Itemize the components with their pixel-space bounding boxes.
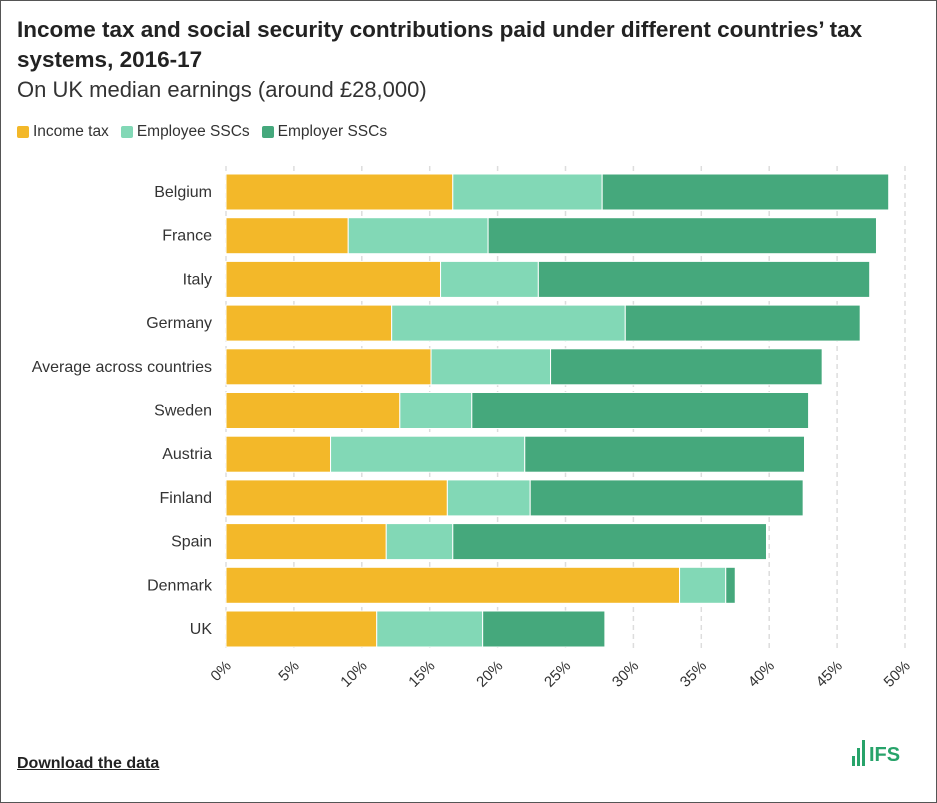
category-label-uk: UK: [190, 621, 213, 638]
category-label-finland: Finland: [160, 490, 212, 507]
legend-label-income-tax: Income tax: [33, 123, 109, 140]
category-label-belgium: Belgium: [154, 184, 212, 201]
legend-item-income-tax[interactable]: Income tax: [17, 123, 109, 141]
bar-germany-income-tax[interactable]: [225, 304, 393, 342]
bar-belgium-employer-sscs[interactable]: [601, 173, 890, 211]
bar-spain-income-tax[interactable]: [225, 523, 387, 561]
legend-item-employer-sscs[interactable]: Employer SSCs: [261, 123, 388, 141]
bar-denmark-employer-sscs[interactable]: [725, 566, 736, 604]
bar-spain-employee-sscs[interactable]: [385, 523, 454, 561]
bar-finland-income-tax[interactable]: [225, 479, 448, 517]
ifs-bar-logo-icon: [852, 738, 865, 766]
category-label-denmark: Denmark: [147, 577, 213, 594]
x-tick-label-40: 40%: [745, 658, 778, 691]
category-label-austria: Austria: [162, 446, 212, 463]
bar-sweden-employer-sscs[interactable]: [471, 392, 810, 429]
bar-germany-employer-sscs[interactable]: [624, 304, 861, 342]
x-tick-label-50: 50%: [881, 658, 914, 691]
category-label-germany: Germany: [146, 315, 212, 332]
x-tick-label-25: 25%: [541, 658, 574, 691]
bar-belgium-employee-sscs[interactable]: [452, 173, 603, 211]
bar-uk-employee-sscs[interactable]: [376, 610, 484, 648]
bar-uk-employer-sscs[interactable]: [482, 610, 606, 648]
x-tick-label-20: 20%: [473, 658, 506, 691]
bar-italy-employer-sscs[interactable]: [537, 260, 871, 298]
bar-finland-employer-sscs[interactable]: [529, 479, 804, 517]
category-label-average-across-countries: Average across countries: [32, 359, 212, 376]
bar-belgium-income-tax[interactable]: [225, 173, 454, 211]
x-tick-label-15: 15%: [405, 658, 438, 691]
bar-average-across-countries-employee-sscs[interactable]: [430, 348, 552, 386]
bar-austria-income-tax[interactable]: [225, 435, 332, 473]
bar-sweden-income-tax[interactable]: [225, 392, 401, 429]
bar-denmark-employee-sscs[interactable]: [679, 566, 727, 604]
category-label-spain: Spain: [171, 534, 212, 551]
legend-label-employer-sscs: Employer SSCs: [277, 123, 388, 140]
bar-austria-employer-sscs[interactable]: [524, 435, 806, 473]
chart-legend: Income tax Employee SSCs Employer SSCs: [17, 123, 387, 141]
x-tick-labels: 0% 5% 10% 15% 20% 25% 30% 35% 40% 45% 50%: [207, 658, 913, 691]
bar-average-across-countries-employer-sscs[interactable]: [550, 348, 823, 386]
x-tick-label-10: 10%: [337, 658, 370, 691]
bar-denmark-income-tax[interactable]: [225, 566, 681, 604]
bar-austria-employee-sscs[interactable]: [330, 435, 526, 473]
category-label-italy: Italy: [183, 271, 212, 288]
bar-france-income-tax[interactable]: [225, 217, 349, 255]
legend-label-employee-sscs: Employee SSCs: [136, 123, 250, 140]
bar-uk-income-tax[interactable]: [225, 610, 378, 648]
bar-finland-employee-sscs[interactable]: [446, 479, 531, 517]
x-tick-label-35: 35%: [677, 658, 710, 691]
ifs-logo-text: IFS: [869, 744, 901, 766]
bar-italy-employee-sscs[interactable]: [440, 260, 539, 298]
category-labels: Belgium France Italy Germany Average across …: [32, 184, 213, 638]
bar-series: [225, 173, 890, 648]
x-tick-label-0: 0%: [207, 658, 234, 685]
legend-item-employee-sscs[interactable]: Employee SSCs: [120, 123, 250, 141]
bar-france-employee-sscs[interactable]: [347, 217, 489, 255]
category-label-france: France: [162, 228, 212, 245]
bar-average-across-countries-income-tax[interactable]: [225, 348, 432, 386]
bar-france-employer-sscs[interactable]: [487, 217, 877, 255]
ifs-logo: IFS: [852, 738, 900, 766]
chart-subtitle: On UK median earnings (around £28,000): [17, 77, 427, 102]
legend-swatch-employee-sscs: [120, 126, 133, 138]
x-tick-label-5: 5%: [275, 658, 302, 685]
category-label-sweden: Sweden: [154, 403, 212, 420]
bar-sweden-employee-sscs[interactable]: [399, 392, 473, 429]
x-tick-label-45: 45%: [813, 658, 846, 691]
x-tick-label-30: 30%: [609, 658, 642, 691]
chart-title: Income tax and social security contribut…: [17, 17, 863, 72]
bar-spain-employer-sscs[interactable]: [452, 523, 767, 561]
legend-swatch-employer-sscs: [261, 126, 274, 138]
download-data-link[interactable]: Download the data: [17, 755, 160, 772]
bar-germany-employee-sscs[interactable]: [391, 304, 626, 342]
bar-italy-income-tax[interactable]: [225, 260, 442, 298]
legend-swatch-income-tax: [17, 126, 29, 138]
